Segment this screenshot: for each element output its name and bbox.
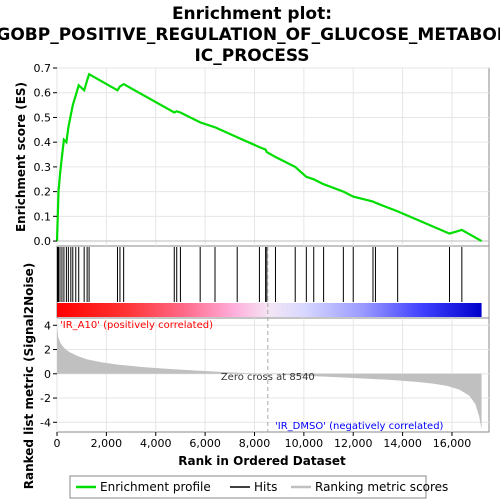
x-tick-label: 10,000: [285, 437, 324, 450]
x-tick-label: 12,000: [334, 437, 373, 450]
es-y-tick-label: 0.3: [34, 161, 52, 174]
legend-hits-label: Hits: [254, 480, 277, 494]
x-axis: 0 2,000 4,000 6,000 8,000 10,000 12,000 14,000 1…: [54, 432, 472, 450]
x-tick-label: 8,000: [239, 437, 271, 450]
ranking-heatmap-band: [57, 303, 482, 317]
positive-correlation-label: 'IR_A10' (positively correlated): [60, 320, 213, 331]
legend-enrichment-label: Enrichment profile: [100, 480, 211, 494]
es-y-axis-label: Enrichment score (ES): [14, 82, 28, 232]
x-tick-label: 6,000: [189, 437, 221, 450]
es-y-tick-label: 0.0: [34, 235, 52, 248]
metric-y-tick-label: 0: [44, 368, 51, 381]
legend-metric-label: Ranking metric scores: [315, 480, 448, 494]
x-tick-label: 0: [54, 437, 61, 450]
es-y-tick-label: 0.6: [34, 87, 52, 100]
ranking-metric-area: [57, 325, 482, 430]
es-y-axis: 0.0 0.1 0.2 0.3 0.4 0.5 0.6 0.7: [34, 62, 57, 248]
x-tick-label: 14,000: [383, 437, 422, 450]
metric-y-axis-label: Ranked list metric (Signal2Noise): [22, 263, 36, 490]
metric-y-tick-label: 4: [44, 319, 51, 332]
es-y-tick-label: 0.5: [34, 111, 52, 124]
x-tick-label: 16,000: [433, 437, 472, 450]
x-tick-label: 2,000: [91, 437, 123, 450]
es-y-tick-label: 0.1: [34, 210, 52, 223]
metric-y-axis: -4 -2 0 2 4: [40, 319, 57, 429]
hit-lines: [56, 247, 463, 302]
x-tick-label: 4,000: [140, 437, 172, 450]
enrichment-profile-line: [55, 72, 483, 243]
chart-title-line-1: Enrichment plot:: [172, 4, 332, 24]
es-y-tick-label: 0.7: [34, 62, 52, 75]
x-axis-label: Rank in Ordered Dataset: [178, 454, 346, 468]
legend: Enrichment profile Hits Ranking metric s…: [69, 475, 448, 499]
es-y-tick-label: 0.2: [34, 186, 52, 199]
zero-cross-label: Zero cross at 8540: [221, 372, 315, 383]
metric-y-tick-label: 2: [44, 344, 51, 357]
es-y-tick-label: 0.4: [34, 136, 52, 149]
metric-y-tick-label: -2: [40, 392, 51, 405]
metric-y-tick-label: -4: [40, 416, 51, 429]
chart-title-line-2: GOBP_POSITIVE_REGULATION_OF_GLUCOSE_META…: [0, 25, 500, 45]
es-panel: [56, 67, 490, 247]
chart-title-line-3: IC_PROCESS: [194, 46, 309, 66]
negative-correlation-label: 'IR_DMSO' (negatively correlated): [275, 421, 444, 432]
